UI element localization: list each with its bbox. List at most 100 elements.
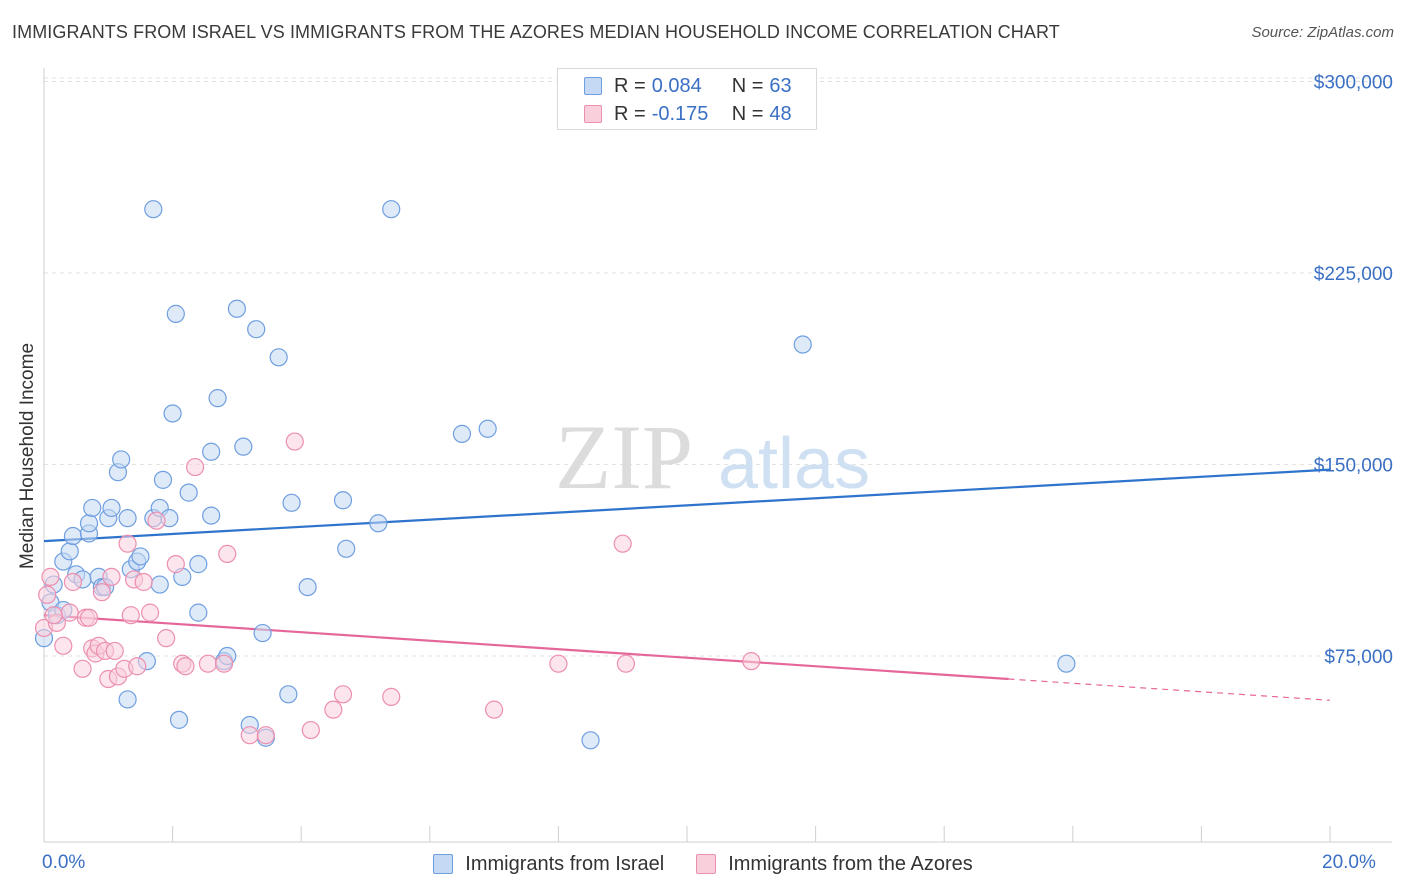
point-azores <box>382 687 401 706</box>
n-label: N = <box>731 102 764 125</box>
point-azores <box>198 654 218 673</box>
point-israel <box>169 710 189 729</box>
point-azores <box>157 629 176 648</box>
point-azores <box>613 534 632 553</box>
point-azores <box>256 726 275 745</box>
point-azores <box>333 685 353 704</box>
point-israel <box>202 506 221 525</box>
point-azores <box>60 603 79 622</box>
point-azores <box>44 606 63 625</box>
point-israel <box>269 348 288 367</box>
trend-lines <box>43 468 1331 701</box>
axes <box>43 68 1392 843</box>
point-israel <box>452 424 472 443</box>
point-israel <box>63 526 83 546</box>
chart-source: Source: ZipAtlas.com <box>1251 24 1394 41</box>
point-israel <box>234 437 253 456</box>
point-azores <box>102 567 121 586</box>
point-azores <box>285 432 304 451</box>
point-azores <box>176 657 195 676</box>
point-israel <box>202 442 221 461</box>
x-tick-label-right: 20.0% <box>1322 852 1376 873</box>
point-israel <box>793 335 812 354</box>
point-azores <box>140 603 160 622</box>
point-azores <box>118 534 137 553</box>
point-azores <box>121 606 140 625</box>
point-israel <box>112 450 131 469</box>
point-azores <box>166 555 185 574</box>
legend-label-azores: Immigrants from the Azores <box>728 852 973 875</box>
trend-line-1 <box>43 614 1009 681</box>
r-value: -0.175 <box>651 102 709 125</box>
point-israel <box>79 514 99 533</box>
n-value: 48 <box>769 102 792 125</box>
y-tick-labels: $75,000 $150,000 $225,000 $300,000 <box>1314 73 1393 668</box>
y-tick-label: $300,000 <box>1314 73 1393 94</box>
point-israel <box>144 200 163 219</box>
point-azores <box>301 720 320 740</box>
point-israel <box>118 509 137 528</box>
point-azores <box>79 608 99 627</box>
point-azores <box>63 572 83 592</box>
point-israel <box>60 542 79 561</box>
point-azores <box>186 457 205 477</box>
data-points <box>34 200 1076 750</box>
point-israel <box>102 498 121 518</box>
point-azores <box>324 700 343 719</box>
r-value: 0.084 <box>651 74 702 97</box>
point-israel <box>83 498 102 518</box>
watermark-zip: ZIP <box>555 406 693 508</box>
stats-row-azores: R = -0.175 N = 48 <box>584 103 792 125</box>
x-tick-label-left: 0.0% <box>42 852 86 873</box>
point-azores <box>41 567 60 586</box>
watermark-atlas: atlas <box>718 424 870 504</box>
point-azores <box>240 726 259 745</box>
point-israel <box>166 304 185 323</box>
point-israel <box>382 200 401 219</box>
chart-title: IMMIGRANTS FROM ISRAEL VS IMMIGRANTS FRO… <box>12 22 1060 42</box>
point-israel <box>247 320 266 339</box>
point-israel <box>337 539 356 558</box>
point-azores <box>134 572 153 592</box>
stats-row-israel: R = 0.084 N = 63 <box>584 75 792 97</box>
point-israel <box>282 493 301 512</box>
legend-swatch-israel <box>433 854 454 874</box>
point-israel <box>298 577 317 597</box>
point-israel <box>118 690 137 709</box>
point-israel <box>153 470 173 489</box>
point-israel <box>279 685 298 704</box>
point-israel <box>150 575 169 594</box>
legend-swatch-azores <box>584 105 602 123</box>
point-israel <box>1057 654 1076 673</box>
point-azores <box>92 583 111 602</box>
point-israel <box>131 547 150 566</box>
point-israel <box>189 603 208 622</box>
n-value: 63 <box>769 74 792 97</box>
y-tick-label: $150,000 <box>1314 456 1393 477</box>
watermark: ZIP atlas <box>555 406 870 508</box>
point-israel <box>253 623 272 643</box>
n-label: N = <box>731 74 764 97</box>
point-israel <box>179 483 198 502</box>
gridlines <box>44 77 1392 657</box>
trend-line-0 <box>43 468 1331 543</box>
point-israel <box>369 514 388 533</box>
point-azores <box>73 659 92 678</box>
r-label: R = <box>614 74 646 97</box>
y-axis-title: Median Household Income <box>17 342 38 570</box>
point-azores <box>549 654 568 673</box>
r-label: R = <box>614 102 646 125</box>
y-tick-label: $225,000 <box>1314 264 1393 285</box>
point-azores <box>214 654 234 673</box>
legend-item-azores: Immigrants from the Azores <box>696 853 973 876</box>
legend-label-israel: Immigrants from Israel <box>465 852 665 875</box>
point-israel <box>163 404 182 423</box>
point-azores <box>38 585 57 604</box>
point-azores <box>54 636 73 655</box>
point-azores <box>105 641 124 661</box>
trend-line-dashed-1 <box>1008 678 1331 701</box>
point-israel <box>581 731 600 750</box>
point-israel <box>208 389 227 408</box>
y-tick-label: $75,000 <box>1324 647 1393 668</box>
